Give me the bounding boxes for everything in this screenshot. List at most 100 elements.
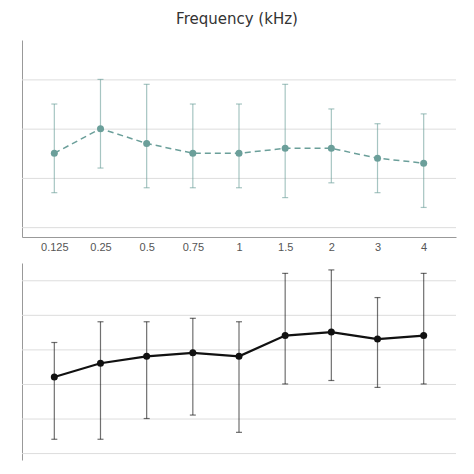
marks — [51, 79, 427, 207]
axis-line — [22, 41, 23, 238]
point — [143, 140, 150, 147]
error-cap — [190, 187, 196, 188]
tick-label: 1 — [236, 241, 242, 253]
error-cap — [144, 321, 150, 322]
error-cap — [190, 103, 196, 104]
error-bar-line — [238, 322, 239, 433]
axis-line — [23, 237, 457, 238]
tick — [22, 280, 456, 281]
error-bar-line — [192, 318, 193, 415]
point — [51, 150, 58, 157]
tick-label: 4 — [421, 241, 427, 253]
error-cap — [375, 123, 381, 124]
error-cap — [282, 273, 288, 274]
error-bar-line — [100, 322, 101, 440]
tick — [22, 79, 456, 80]
error-bar-line — [423, 273, 424, 384]
error-bar — [144, 84, 150, 187]
point — [420, 332, 427, 339]
tick-label: 1.5 — [278, 241, 293, 253]
error-bar — [328, 270, 334, 381]
point — [374, 336, 381, 343]
tick-label: 0.25 — [90, 241, 111, 253]
point — [328, 145, 335, 152]
error-cap — [282, 383, 288, 384]
error-cap — [144, 418, 150, 419]
error-cap — [421, 273, 427, 274]
error-bar — [282, 84, 288, 197]
tick: 1.5 — [278, 237, 293, 253]
tick: 0.125 — [41, 237, 69, 253]
tick-label: 0.5 — [140, 241, 155, 253]
tick — [22, 315, 456, 316]
point — [97, 360, 104, 367]
error-cap — [97, 167, 103, 168]
point — [143, 353, 150, 360]
error-cap — [97, 439, 103, 440]
error-cap — [190, 414, 196, 415]
error-cap — [421, 383, 427, 384]
point — [97, 125, 104, 132]
point — [282, 145, 289, 152]
error-cap — [236, 321, 242, 322]
error-cap — [190, 318, 196, 319]
tick — [22, 453, 456, 454]
error-bar — [236, 322, 242, 433]
error-bar — [144, 322, 150, 419]
tick: 4 — [421, 237, 427, 253]
error-cap — [328, 108, 334, 109]
line — [54, 332, 423, 377]
error-bar — [282, 273, 288, 384]
marks — [51, 270, 427, 439]
error-cap — [51, 342, 57, 343]
error-cap — [328, 380, 334, 381]
tick-label: 3 — [375, 241, 381, 253]
error-bar-line — [192, 104, 193, 188]
error-bar-line — [285, 84, 286, 197]
error-cap — [144, 187, 150, 188]
error-bar — [375, 124, 381, 193]
error-bar — [421, 273, 427, 384]
panel — [22, 264, 456, 461]
grid-line — [22, 280, 456, 281]
point — [236, 353, 243, 360]
error-cap — [236, 187, 242, 188]
line — [54, 129, 423, 163]
tick-label: 0.125 — [41, 241, 69, 253]
error-cap — [421, 113, 427, 114]
tick: 2 — [329, 237, 335, 253]
tick — [22, 227, 456, 228]
error-cap — [144, 84, 150, 85]
point — [189, 349, 196, 356]
error-cap — [328, 269, 334, 270]
error-bar — [51, 342, 57, 439]
error-cap — [421, 207, 427, 208]
error-cap — [97, 321, 103, 322]
point — [236, 150, 243, 157]
chart: Frequency (kHz)0.1250.250.50.7511.5234 — [0, 0, 474, 474]
grid-line — [22, 79, 456, 80]
error-cap — [51, 103, 57, 104]
error-cap — [375, 387, 381, 388]
error-bar — [375, 298, 381, 388]
point — [282, 332, 289, 339]
axis-line — [22, 264, 23, 461]
error-bar — [97, 79, 103, 168]
tick: 3 — [375, 237, 381, 253]
error-bar — [328, 109, 334, 183]
title: Frequency (kHz) — [176, 10, 298, 28]
grid-line — [22, 227, 456, 228]
tick: 1 — [236, 237, 242, 253]
point — [328, 329, 335, 336]
y-axis — [22, 264, 456, 461]
error-bar — [190, 104, 196, 188]
error-cap — [282, 84, 288, 85]
error-cap — [375, 192, 381, 193]
error-bar — [97, 322, 103, 440]
y-axis — [22, 41, 456, 238]
point — [51, 374, 58, 381]
error-bar — [421, 114, 427, 208]
tick: 0.5 — [140, 237, 155, 253]
error-cap — [236, 432, 242, 433]
error-cap — [282, 197, 288, 198]
